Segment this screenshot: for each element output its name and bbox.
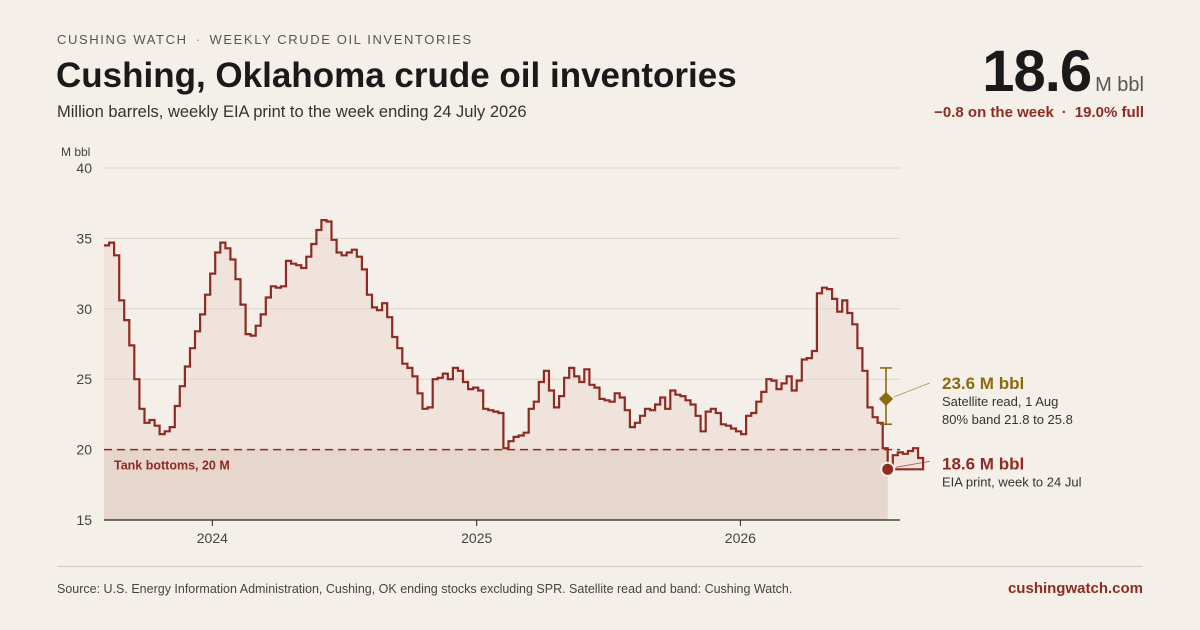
delta-separator: · [1061,104,1067,121]
weekly-change: −0.8 on the week [934,104,1054,121]
headline-value: 18.6 [982,39,1092,104]
x-tick-label: 2025 [461,530,492,546]
satellite-caption: Satellite read, 1 Aug [942,394,1058,409]
series-area [104,220,924,520]
latest-value-label: 18.6 M bbl [942,454,1024,473]
headline-figure: 18.6 M bbl [982,40,1144,104]
y-axis-label: M bbl [61,145,90,159]
kicker-section: WEEKLY CRUDE OIL INVENTORIES [209,32,473,47]
latest-point [880,461,896,477]
headline-delta: −0.8 on the week · 19.0% full [934,104,1144,121]
latest-caption: EIA print, week to 24 Jul [942,474,1082,489]
satellite-point [878,391,894,406]
tank-bottoms-band [104,449,888,520]
y-tick-label: 35 [76,230,92,246]
y-tick-label: 25 [76,371,92,387]
y-tick-label: 15 [76,512,92,528]
kicker-separator: · [195,32,202,47]
y-tick-label: 30 [76,301,92,317]
chart-subtitle: Million barrels, weekly EIA print to the… [57,103,527,121]
source-note: Source: U.S. Energy Information Administ… [57,582,793,596]
satellite-leader [893,382,931,398]
satellite-band-caption: 80% band 21.8 to 25.8 [942,412,1073,427]
tank-bottoms-label: Tank bottoms, 20 M [114,459,230,473]
chart-title: Cushing, Oklahoma crude oil inventories [56,56,737,95]
series-line [104,219,925,471]
site-link[interactable]: cushingwatch.com [1007,580,1143,597]
fill-percent: 19.0% full [1074,104,1144,121]
footer-divider [57,566,1143,567]
y-tick-label: 40 [76,160,92,176]
latest-leader [895,460,931,468]
satellite-value-label: 23.6 M bbl [942,374,1024,393]
y-tick-label: 20 [76,442,92,458]
headline-unit: M bbl [1095,74,1144,96]
kicker-brand: CUSHING WATCH [57,32,188,47]
kicker: CUSHING WATCH · WEEKLY CRUDE OIL INVENTORI… [57,32,473,47]
x-tick-label: 2026 [725,530,756,546]
x-tick-label: 2024 [197,530,228,546]
